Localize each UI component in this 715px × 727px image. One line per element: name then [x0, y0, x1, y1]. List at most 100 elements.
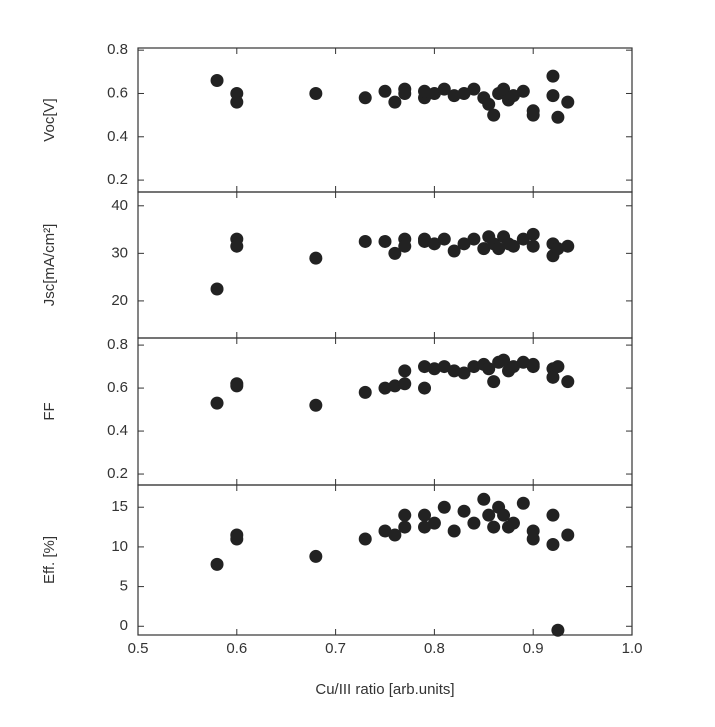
point	[427, 86, 441, 100]
point	[437, 500, 451, 514]
point	[418, 508, 432, 522]
point	[457, 366, 471, 380]
point	[427, 237, 441, 251]
point	[378, 381, 392, 395]
panel-frame	[137, 337, 633, 486]
x-tick-label: 0.8	[424, 640, 445, 657]
y-tick-label: 0.6	[107, 84, 128, 101]
point	[398, 377, 412, 391]
point	[418, 232, 432, 246]
point	[437, 360, 451, 374]
panel-frame	[137, 191, 633, 339]
point	[437, 82, 451, 96]
point	[447, 244, 461, 258]
point	[516, 496, 530, 510]
point	[551, 623, 565, 637]
point	[230, 239, 244, 253]
point	[418, 520, 432, 534]
y-axis-label: Jsc[mA/cm²]	[41, 224, 58, 307]
point	[467, 360, 481, 374]
y-tick-label: 0.6	[107, 379, 128, 396]
y-tick-label: 0.8	[107, 336, 128, 353]
point	[487, 520, 501, 534]
point	[546, 89, 560, 103]
x-tick-label: 1.0	[622, 640, 643, 657]
panel-frame	[137, 484, 633, 636]
point	[230, 532, 244, 546]
y-tick-label: 15	[111, 498, 128, 515]
point	[506, 239, 520, 253]
point	[230, 95, 244, 109]
y-tick-label: 30	[111, 244, 128, 261]
point	[492, 242, 506, 256]
point	[467, 82, 481, 96]
y-tick-label: 0.2	[107, 171, 128, 188]
y-tick-label: 0.8	[107, 41, 128, 58]
point	[546, 370, 560, 384]
point	[516, 84, 530, 98]
point	[398, 508, 412, 522]
point	[551, 242, 565, 256]
point	[506, 89, 520, 103]
point	[546, 508, 560, 522]
y-axis-label: Voc[V]	[41, 98, 58, 141]
point	[388, 246, 402, 260]
y-tick-label: 0.2	[107, 465, 128, 482]
point	[487, 108, 501, 122]
point	[358, 532, 372, 546]
point	[526, 108, 540, 122]
point	[561, 95, 575, 109]
point	[561, 375, 575, 389]
x-tick-label: 0.7	[325, 640, 346, 657]
x-axis-label: Cu/III ratio [arb.units]	[315, 681, 454, 698]
point	[546, 69, 560, 83]
point	[309, 398, 323, 412]
point	[482, 508, 496, 522]
y-tick-label: 0	[120, 617, 128, 634]
point	[482, 362, 496, 376]
point	[457, 237, 471, 251]
point	[418, 360, 432, 374]
point	[398, 364, 412, 378]
point	[427, 362, 441, 376]
point	[516, 355, 530, 369]
point	[358, 91, 372, 105]
point	[447, 364, 461, 378]
y-tick-label: 10	[111, 538, 128, 555]
point	[210, 73, 224, 87]
point	[427, 516, 441, 530]
y-tick-label: 0.4	[107, 128, 128, 145]
point	[526, 239, 540, 253]
point	[526, 360, 540, 374]
point	[447, 89, 461, 103]
point	[210, 557, 224, 571]
point	[210, 282, 224, 296]
point	[398, 520, 412, 534]
point	[457, 504, 471, 518]
point	[309, 251, 323, 265]
point	[210, 396, 224, 410]
point	[526, 532, 540, 546]
point	[437, 232, 451, 246]
point	[477, 492, 491, 506]
point	[467, 232, 481, 246]
y-tick-label: 40	[111, 197, 128, 214]
point	[561, 239, 575, 253]
point	[497, 508, 511, 522]
point	[497, 353, 511, 367]
y-tick-label: 5	[120, 578, 128, 595]
point	[388, 528, 402, 542]
point	[546, 538, 560, 552]
point	[467, 516, 481, 530]
point	[358, 385, 372, 399]
y-axis-label: FF	[41, 402, 58, 420]
point	[487, 375, 501, 389]
point	[457, 86, 471, 100]
point	[551, 360, 565, 374]
point	[309, 549, 323, 563]
point	[230, 379, 244, 393]
point	[506, 360, 520, 374]
point	[398, 239, 412, 253]
point	[506, 516, 520, 530]
